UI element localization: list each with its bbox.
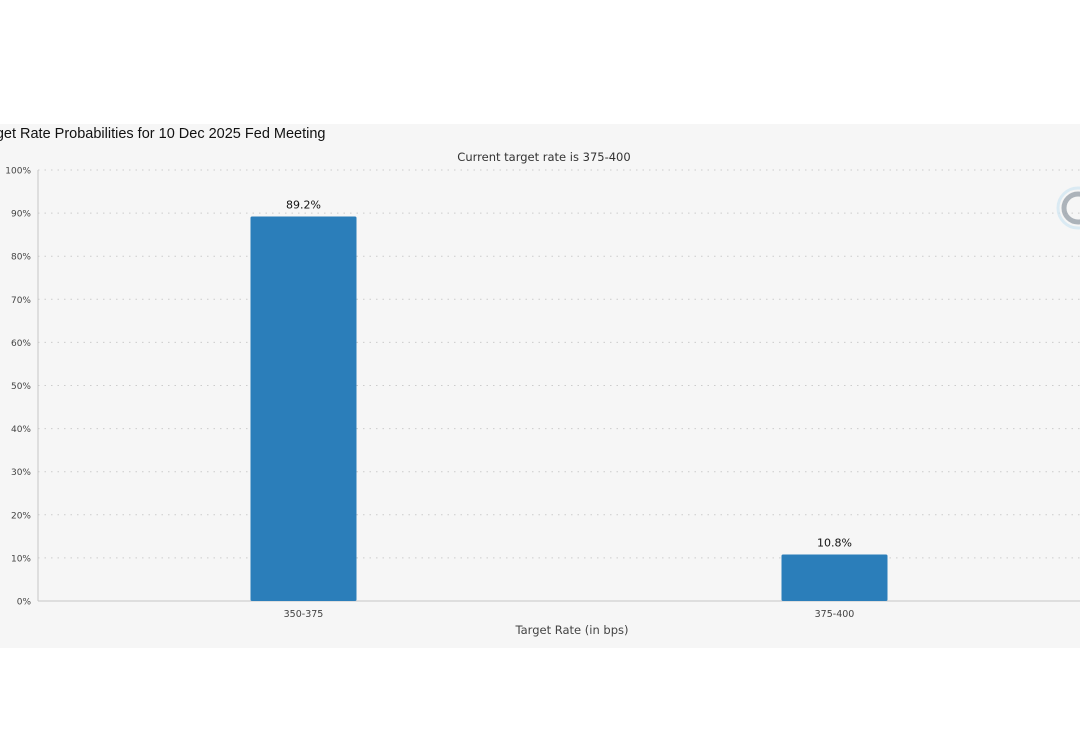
bar [250, 216, 357, 601]
y-tick-label: 100% [5, 167, 31, 177]
y-tick-label: 0% [17, 598, 32, 608]
bar [781, 554, 888, 601]
x-axis-title: Target Rate (in bps) [515, 623, 629, 637]
y-tick-label: 90% [11, 210, 31, 220]
y-tick-label: 70% [11, 296, 31, 306]
chart-subtitle: Current target rate is 375-400 [457, 150, 630, 164]
y-tick-label: 30% [11, 468, 31, 478]
watermark-logo-icon [1052, 183, 1080, 233]
y-tick-label: 20% [11, 511, 31, 521]
y-tick-label: 10% [11, 554, 31, 564]
y-tick-label: 80% [11, 253, 31, 263]
y-tick-label: 60% [11, 339, 31, 349]
y-tick-label: 40% [11, 425, 31, 435]
data-label: 10.8% [817, 536, 852, 549]
x-tick-label: 375-400 [815, 609, 855, 620]
data-label: 89.2% [286, 199, 321, 212]
x-tick-label: 350-375 [284, 609, 324, 620]
chart-title: rget Rate Probabilities for 10 Dec 2025 … [0, 126, 326, 142]
y-tick-label: 50% [11, 382, 31, 392]
